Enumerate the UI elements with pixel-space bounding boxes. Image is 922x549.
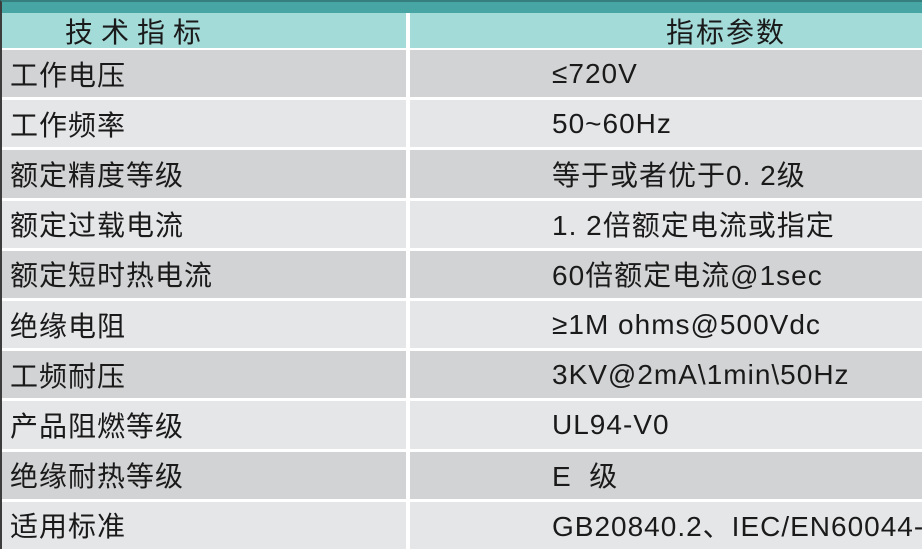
spec-name: 额定精度等级 bbox=[10, 160, 185, 191]
table-body: 工作电压 ≤720V 工作频率 50~60Hz 额定精度等级 等于或者优于0. … bbox=[2, 50, 922, 549]
table-row-accuracy-class: 额定精度等级 等于或者优于0. 2级 bbox=[2, 150, 922, 198]
spec-name-cell: 适用标准 bbox=[2, 501, 406, 549]
table-top-accent-bar bbox=[2, 2, 922, 13]
header-label-parameters: 指标参数 bbox=[666, 16, 787, 48]
spec-name-cell: 绝缘电阻 bbox=[2, 301, 406, 349]
spec-value-cell: 等于或者优于0. 2级 bbox=[410, 150, 922, 198]
spec-value-cell: E 级 bbox=[410, 451, 922, 499]
spec-value-cell: 60倍额定电流@1sec bbox=[410, 250, 922, 299]
table-header-row: 技术指标 指标参数 bbox=[2, 13, 922, 48]
spec-name: 工作频率 bbox=[10, 109, 127, 141]
spec-name-cell: 产品阻燃等级 bbox=[2, 401, 406, 449]
spec-value: 等于或者优于0. 2级 bbox=[552, 160, 806, 191]
spec-name-cell: 工频耐压 bbox=[2, 351, 406, 399]
table-row-working-voltage: 工作电压 ≤720V bbox=[2, 50, 922, 98]
spec-value: ≥1M ohms@500Vdc bbox=[552, 308, 821, 340]
spec-value: E 级 bbox=[552, 461, 619, 493]
header-cell-tech-indicators: 技术指标 bbox=[2, 13, 406, 48]
table-row-overload-current: 额定过载电流 1. 2倍额定电流或指定 bbox=[2, 200, 922, 248]
table-row-working-frequency: 工作频率 50~60Hz bbox=[2, 100, 922, 148]
spec-value-cell: 50~60Hz bbox=[410, 100, 922, 148]
spec-value: UL94-V0 bbox=[552, 409, 670, 441]
spec-name: 绝缘耐热等级 bbox=[10, 461, 185, 493]
spec-name-cell: 工作电压 bbox=[2, 50, 406, 98]
table-row-short-time-thermal-current: 额定短时热电流 60倍额定电流@1sec bbox=[2, 250, 922, 299]
spec-value-cell: ≤720V bbox=[410, 50, 922, 98]
table-row-power-frequency-withstand: 工频耐压 3KV@2mA\1min\50Hz bbox=[2, 351, 922, 399]
table-row-thermal-class: 绝缘耐热等级 E 级 bbox=[2, 451, 922, 499]
spec-name: 绝缘电阻 bbox=[10, 310, 127, 342]
spec-name: 工作电压 bbox=[10, 59, 127, 91]
spec-value-cell: UL94-V0 bbox=[410, 401, 922, 449]
spec-name: 产品阻燃等级 bbox=[10, 411, 185, 443]
spec-name: 工频耐压 bbox=[10, 360, 127, 392]
spec-value: 50~60Hz bbox=[552, 107, 672, 139]
header-label-tech-indicators: 技术指标 bbox=[65, 16, 210, 48]
spec-value: 3KV@2mA\1min\50Hz bbox=[552, 358, 850, 390]
spec-value-cell: 3KV@2mA\1min\50Hz bbox=[410, 351, 922, 399]
spec-value: 60倍额定电流@1sec bbox=[552, 260, 823, 292]
spec-name: 适用标准 bbox=[10, 511, 127, 543]
spec-value: 1. 2倍额定电流或指定 bbox=[552, 210, 835, 242]
table-row-insulation-resistance: 绝缘电阻 ≥1M ohms@500Vdc bbox=[2, 301, 922, 349]
header-cell-parameters: 指标参数 bbox=[410, 13, 922, 48]
spec-name-cell: 额定短时热电流 bbox=[2, 250, 406, 299]
spec-name-cell: 额定过载电流 bbox=[2, 200, 406, 248]
spec-value: GB20840.2、IEC/EN60044-1 bbox=[552, 511, 922, 543]
spec-value-cell: 1. 2倍额定电流或指定 bbox=[410, 200, 922, 248]
spec-value-cell: ≥1M ohms@500Vdc bbox=[410, 301, 922, 349]
spec-name: 额定过载电流 bbox=[10, 210, 185, 242]
spec-name-cell: 工作频率 bbox=[2, 100, 406, 148]
spec-value: ≤720V bbox=[552, 57, 638, 89]
spec-value-cell: GB20840.2、IEC/EN60044-1 bbox=[410, 501, 922, 549]
spec-name-cell: 绝缘耐热等级 bbox=[2, 451, 406, 499]
spec-name: 额定短时热电流 bbox=[10, 260, 214, 292]
table-row-applicable-standards: 适用标准 GB20840.2、IEC/EN60044-1 bbox=[2, 501, 922, 549]
table-row-flame-retardant-rating: 产品阻燃等级 UL94-V0 bbox=[2, 401, 922, 449]
spec-name-cell: 额定精度等级 bbox=[2, 150, 406, 198]
